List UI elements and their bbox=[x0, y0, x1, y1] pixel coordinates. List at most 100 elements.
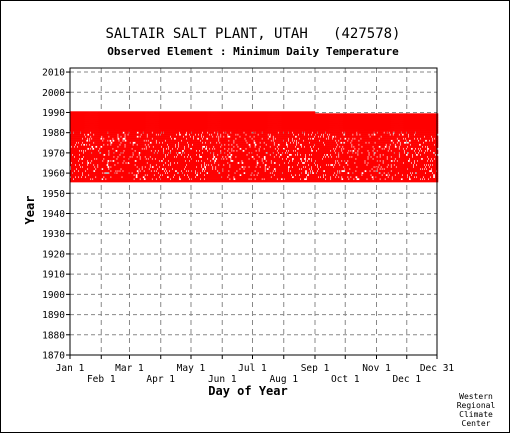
data-point bbox=[377, 171, 379, 175]
data-point bbox=[164, 176, 167, 179]
data-point bbox=[141, 180, 143, 183]
data-point bbox=[373, 178, 375, 181]
data-point bbox=[201, 176, 204, 179]
data-point bbox=[144, 157, 146, 161]
data-point bbox=[224, 178, 226, 181]
data-point bbox=[313, 176, 316, 179]
data-point bbox=[165, 161, 168, 165]
data-point bbox=[381, 161, 383, 165]
data-point bbox=[316, 157, 319, 161]
data-point bbox=[302, 157, 305, 161]
data-point bbox=[239, 178, 241, 181]
data-point bbox=[214, 178, 216, 181]
data-point bbox=[362, 176, 364, 179]
data-point bbox=[173, 176, 176, 179]
data-point bbox=[331, 176, 333, 179]
data-point bbox=[321, 165, 324, 169]
data-point bbox=[315, 161, 318, 165]
data-point bbox=[197, 176, 200, 179]
data-point bbox=[114, 155, 116, 159]
data-point bbox=[119, 161, 121, 165]
data-point bbox=[84, 167, 86, 171]
data-point bbox=[366, 165, 368, 169]
data-point bbox=[114, 167, 116, 171]
data-point bbox=[404, 153, 406, 157]
data-point bbox=[198, 167, 201, 171]
data-point bbox=[211, 180, 213, 183]
data-point bbox=[228, 178, 230, 181]
data-point bbox=[399, 178, 401, 181]
data-point bbox=[260, 165, 262, 169]
data-point bbox=[103, 171, 105, 175]
data-point bbox=[175, 159, 178, 163]
data-point bbox=[363, 157, 365, 161]
data-point bbox=[202, 157, 205, 161]
data-point bbox=[429, 157, 432, 161]
data-point bbox=[219, 159, 221, 163]
data-point bbox=[408, 169, 411, 173]
data-point bbox=[166, 163, 169, 167]
data-point bbox=[94, 173, 96, 177]
data-point bbox=[385, 176, 387, 179]
data-point bbox=[262, 169, 264, 173]
data-point bbox=[351, 171, 353, 175]
data-point bbox=[233, 167, 235, 171]
data-point bbox=[368, 163, 370, 167]
data-point bbox=[193, 178, 196, 181]
data-point bbox=[223, 180, 225, 183]
data-point bbox=[255, 167, 257, 171]
data-point bbox=[259, 167, 261, 171]
data-point bbox=[361, 178, 363, 181]
data-point bbox=[224, 165, 226, 169]
data-point bbox=[226, 171, 228, 175]
data-point bbox=[90, 159, 92, 163]
data-point bbox=[366, 169, 368, 173]
data-point bbox=[118, 163, 120, 167]
data-point bbox=[137, 180, 139, 183]
data-point bbox=[97, 155, 99, 159]
data-point bbox=[233, 171, 235, 175]
data-point bbox=[234, 165, 236, 169]
data-point bbox=[387, 180, 389, 183]
data-point bbox=[239, 180, 241, 183]
data-point bbox=[76, 180, 79, 183]
data-point bbox=[203, 155, 206, 159]
data-point bbox=[295, 167, 298, 171]
data-point bbox=[134, 157, 136, 161]
data-point bbox=[284, 149, 287, 153]
data-point bbox=[126, 169, 128, 173]
data-point bbox=[148, 169, 150, 173]
data-point bbox=[166, 169, 169, 173]
data-point bbox=[175, 153, 178, 157]
data-point bbox=[271, 178, 273, 181]
data-point bbox=[384, 159, 386, 163]
data-point bbox=[339, 157, 341, 161]
data-point bbox=[406, 161, 409, 165]
data-point bbox=[344, 178, 346, 181]
data-point bbox=[254, 159, 256, 163]
data-point bbox=[116, 161, 118, 165]
data-point bbox=[333, 176, 335, 179]
data-point bbox=[116, 178, 118, 181]
data-point bbox=[236, 159, 238, 163]
data-point bbox=[120, 180, 122, 183]
data-point bbox=[175, 165, 178, 169]
data-point bbox=[179, 167, 182, 171]
data-point bbox=[140, 155, 142, 159]
data-point bbox=[324, 171, 327, 175]
data-point bbox=[393, 161, 395, 165]
data-point bbox=[296, 157, 299, 161]
data-point bbox=[407, 178, 410, 181]
data-point bbox=[281, 173, 283, 177]
data-point bbox=[318, 171, 321, 175]
data-point bbox=[223, 167, 225, 171]
data-point bbox=[305, 163, 308, 167]
data-point bbox=[242, 173, 244, 177]
data-point bbox=[397, 165, 399, 169]
data-point bbox=[393, 173, 395, 177]
data-point bbox=[324, 167, 327, 171]
data-point bbox=[258, 173, 260, 177]
data-point bbox=[174, 180, 177, 183]
data-point bbox=[340, 161, 342, 165]
data-point bbox=[159, 167, 161, 171]
